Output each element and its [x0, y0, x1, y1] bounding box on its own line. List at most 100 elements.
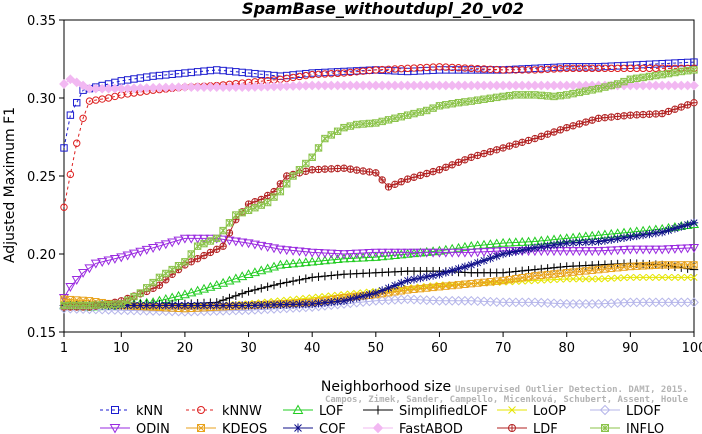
legend-marker-fastabod	[372, 422, 384, 434]
data-point-lof	[345, 253, 356, 263]
data-point-ldf	[435, 166, 444, 174]
data-point-odin	[561, 247, 572, 257]
data-point-cof	[314, 299, 323, 308]
y-tick-label: 0.35	[27, 14, 56, 29]
data-point-odin	[135, 247, 146, 257]
data-point-fastabod	[561, 80, 572, 91]
data-point-odin	[179, 234, 190, 244]
data-point-odin	[319, 249, 330, 259]
legend-item-fastabod: FastABOD	[363, 422, 463, 434]
data-point-lof	[262, 263, 273, 273]
series-line-knnw	[63, 66, 694, 208]
legend-marker-knn	[111, 406, 119, 414]
data-point-ldof	[644, 297, 655, 308]
data-point-fastabod	[59, 79, 69, 89]
data-point-inflo	[244, 206, 253, 215]
data-point-cof	[295, 300, 304, 309]
data-point-ldf	[429, 167, 437, 176]
data-point-odin	[218, 235, 229, 245]
chart-title: SpamBase_withoutdupl_20_v02	[242, 0, 524, 18]
legend-marker-ldof	[599, 404, 611, 416]
data-point-inflo	[149, 278, 157, 287]
data-point-simplifiedlof	[301, 274, 311, 283]
data-point-ldof	[536, 297, 547, 308]
data-point-cof	[511, 247, 521, 256]
data-point-lof	[332, 254, 343, 264]
data-point-simplifiedlof	[320, 271, 330, 281]
data-point-cof	[607, 235, 616, 244]
data-point-fastabod	[657, 80, 668, 91]
data-point-cof	[320, 298, 330, 307]
data-point-odin	[71, 276, 82, 285]
data-point-ldf	[626, 111, 635, 119]
data-point-fastabod	[479, 80, 489, 91]
data-point-ldf	[550, 128, 558, 136]
data-point-ldf	[486, 147, 495, 156]
data-point-ldf	[391, 180, 399, 189]
data-point-odin	[243, 239, 254, 249]
data-point-fastabod	[536, 80, 547, 91]
data-point-knnw	[60, 203, 68, 211]
data-point-fastabod	[670, 80, 680, 91]
data-point-ldf	[423, 169, 431, 178]
data-point-ldof	[460, 295, 470, 306]
data-point-ldf	[365, 168, 374, 176]
data-point-lof	[453, 242, 464, 252]
data-point-odin	[345, 249, 356, 259]
data-point-ldof	[580, 299, 591, 309]
data-point-inflo	[136, 289, 145, 297]
data-point-odin	[141, 245, 152, 255]
data-point-cof	[600, 236, 610, 245]
data-point-ldof	[555, 298, 566, 309]
data-point-ldf	[480, 149, 488, 158]
legend-item-odin: ODIN	[100, 422, 170, 434]
data-point-odin	[485, 247, 496, 257]
data-point-ldf	[556, 126, 565, 134]
legend-label-knn: kNN	[136, 404, 163, 419]
legend-marker-odin	[109, 424, 121, 434]
data-point-inflo	[187, 250, 195, 258]
data-point-inflo	[270, 193, 278, 201]
data-point-ldf	[384, 183, 393, 191]
data-point-odin	[364, 249, 375, 258]
data-point-odin	[580, 247, 591, 257]
data-point-inflo	[397, 113, 405, 121]
data-point-fastabod	[180, 82, 190, 92]
data-point-ldf	[219, 242, 227, 250]
data-point-cof	[587, 237, 597, 247]
data-point-cof	[225, 301, 234, 310]
data-point-loop	[575, 275, 584, 283]
data-point-odin	[447, 248, 458, 258]
data-point-inflo	[263, 198, 272, 207]
data-point-odin	[249, 240, 260, 250]
legend-item-loop: LoOP	[497, 404, 566, 419]
data-point-lof	[370, 251, 381, 261]
data-point-odin	[148, 244, 159, 253]
data-point-odin	[396, 248, 407, 258]
data-point-loop	[588, 275, 596, 283]
data-point-lof	[281, 259, 292, 268]
data-point-cof	[677, 222, 686, 231]
data-point-inflo	[505, 91, 514, 100]
data-point-ldf	[206, 248, 215, 257]
data-point-ldf	[537, 132, 545, 141]
data-point-odin	[230, 237, 241, 247]
data-point-ldf	[467, 153, 475, 161]
data-point-cof	[358, 291, 368, 301]
data-point-fastabod	[110, 83, 120, 94]
data-point-cof	[613, 234, 622, 243]
data-point-loop	[556, 275, 564, 283]
data-point-inflo	[314, 144, 323, 152]
data-point-fastabod	[453, 80, 464, 91]
data-point-lof	[491, 238, 502, 248]
data-point-cof	[460, 262, 470, 271]
data-point-fastabod	[90, 83, 101, 94]
data-point-ldof	[498, 297, 508, 308]
data-point-cof	[543, 241, 552, 251]
data-point-ldof	[479, 296, 489, 307]
data-point-odin	[338, 250, 350, 260]
data-point-ldof	[409, 294, 419, 305]
data-point-loop	[652, 273, 660, 281]
data-point-odin	[440, 248, 451, 258]
data-point-odin	[351, 249, 362, 259]
